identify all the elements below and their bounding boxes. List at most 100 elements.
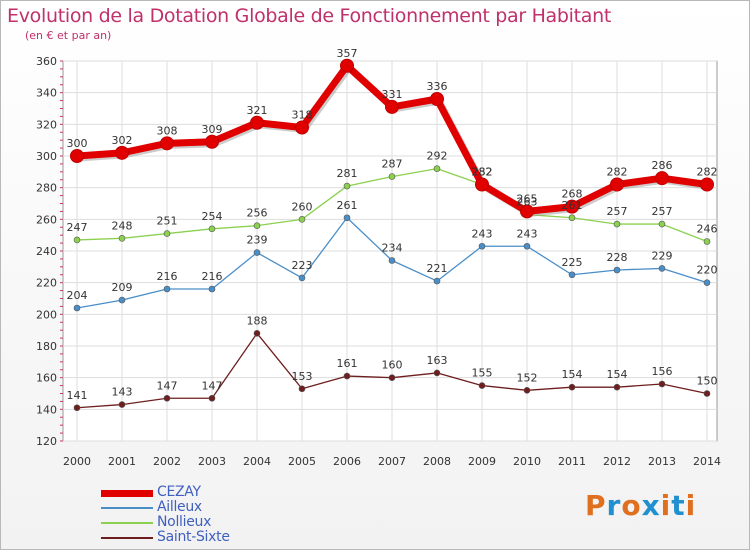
data-label: 188 <box>247 314 268 327</box>
y-tick-label: 260 <box>36 213 57 226</box>
data-point <box>115 145 129 160</box>
data-point <box>340 58 354 73</box>
data-point <box>388 173 396 180</box>
x-tick-label: 2009 <box>468 455 496 468</box>
data-label: 282 <box>607 166 628 179</box>
data-label: 225 <box>562 256 583 269</box>
y-tick-label: 340 <box>36 87 57 100</box>
data-label: 228 <box>607 251 628 264</box>
x-tick-label: 2004 <box>243 455 271 468</box>
data-point <box>250 115 264 130</box>
data-point <box>610 177 624 192</box>
data-point <box>118 296 126 304</box>
data-point <box>298 216 306 223</box>
logo-letter: t <box>671 489 686 522</box>
chart-title: Evolution de la Dotation Globale de Fonc… <box>7 5 612 27</box>
series-layer <box>70 58 714 412</box>
data-point <box>613 266 621 274</box>
x-tick-label: 2007 <box>378 455 406 468</box>
data-point <box>343 182 351 190</box>
data-label: 150 <box>697 375 718 388</box>
data-point <box>208 394 216 402</box>
x-tick-label: 2014 <box>693 455 721 468</box>
data-point <box>73 304 81 312</box>
data-label: 154 <box>607 368 628 381</box>
data-point <box>298 274 306 282</box>
data-point <box>295 120 309 135</box>
data-point <box>163 230 171 237</box>
data-label: 261 <box>337 199 358 212</box>
data-point <box>568 383 576 391</box>
series-cezay <box>70 58 714 219</box>
x-tick-label: 2010 <box>513 455 541 468</box>
data-point <box>73 404 81 412</box>
data-point <box>568 271 576 279</box>
data-label: 254 <box>202 210 223 223</box>
data-point <box>343 372 351 380</box>
data-label: 220 <box>697 264 718 277</box>
data-point <box>298 385 306 393</box>
data-point <box>523 387 531 394</box>
data-point <box>475 177 489 192</box>
legend-label: Ailleux <box>157 499 202 515</box>
y-tick-label: 140 <box>36 403 57 416</box>
data-point <box>703 238 711 245</box>
data-label: 141 <box>67 389 88 402</box>
data-point <box>73 236 81 244</box>
x-tick-label: 2000 <box>63 455 91 468</box>
data-label: 156 <box>652 365 673 378</box>
data-point <box>118 401 126 408</box>
data-point <box>700 177 714 192</box>
data-point <box>658 380 666 388</box>
data-label: 147 <box>202 379 223 392</box>
data-point <box>385 99 399 114</box>
data-label: 265 <box>517 192 538 205</box>
legend-swatch <box>101 537 153 539</box>
data-point <box>163 394 171 402</box>
y-tick-label: 320 <box>36 118 57 131</box>
data-label: 331 <box>382 88 403 101</box>
logo-letter: P <box>585 489 607 522</box>
x-tick-label: 2008 <box>423 455 451 468</box>
data-label: 239 <box>247 234 268 247</box>
data-label: 257 <box>607 205 628 218</box>
data-point <box>205 134 219 149</box>
data-label: 216 <box>202 270 223 283</box>
chart-subtitle: (en € et par an) <box>25 29 112 42</box>
y-tick-label: 220 <box>36 277 57 290</box>
data-label: 257 <box>652 205 673 218</box>
data-label: 229 <box>652 249 673 262</box>
data-label: 261 <box>562 199 583 212</box>
data-point <box>160 136 174 151</box>
data-label: 282 <box>472 166 493 179</box>
data-label: 248 <box>112 219 133 232</box>
y-tick-label: 300 <box>36 150 57 163</box>
logo-letter: x <box>641 489 661 522</box>
data-label: 357 <box>337 47 358 60</box>
logo-letter: i <box>660 489 672 522</box>
x-tick-label: 2011 <box>558 455 586 468</box>
y-tick-label: 200 <box>36 308 57 321</box>
data-point <box>658 265 666 272</box>
data-point <box>703 279 711 286</box>
data-point <box>253 330 261 337</box>
axes: 120 140 160 180 200 220 240 260 280 300 320 340 360 2… <box>36 55 721 468</box>
data-label: 153 <box>292 370 313 383</box>
data-label: 243 <box>517 227 538 240</box>
data-point <box>565 199 579 214</box>
data-label: 282 <box>472 166 493 179</box>
data-label: 309 <box>202 123 223 136</box>
data-point <box>520 204 534 219</box>
series-saint-sixte <box>73 330 711 412</box>
data-label: 209 <box>112 281 133 294</box>
x-tick-label: 2001 <box>108 455 136 468</box>
y-tick-label: 240 <box>36 245 57 258</box>
x-tick-label: 2005 <box>288 455 316 468</box>
data-point <box>430 92 444 106</box>
data-point <box>118 235 126 242</box>
x-tick-label: 2012 <box>603 455 631 468</box>
data-point <box>613 383 621 391</box>
y-tick-label: 280 <box>36 182 57 195</box>
data-label: 246 <box>697 223 718 236</box>
